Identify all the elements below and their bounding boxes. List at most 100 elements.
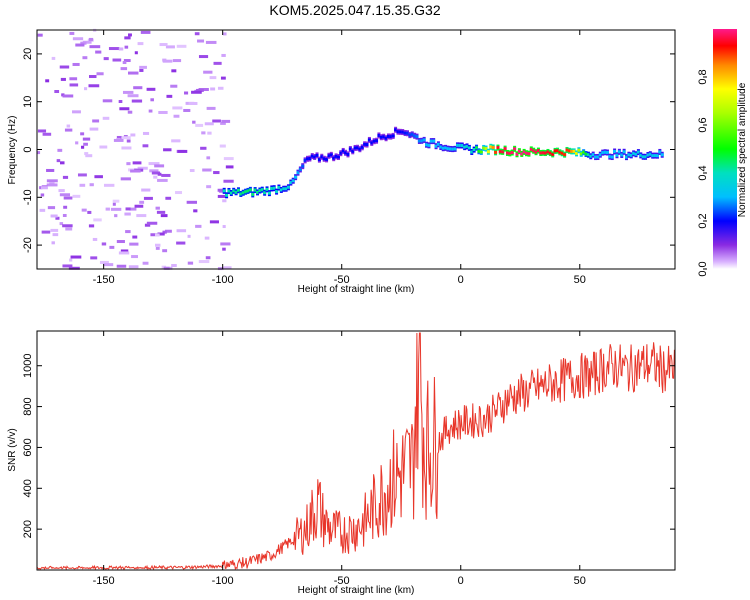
noise-cell <box>217 194 227 198</box>
noise-cell <box>164 229 172 233</box>
ridge-cell <box>341 149 345 153</box>
noise-cell <box>142 261 149 265</box>
snr-y-label: SNR (v/v) <box>7 428 18 471</box>
noise-cell <box>202 168 212 172</box>
noise-cell <box>155 243 161 247</box>
ridge-cell <box>508 151 512 155</box>
ridge-cell <box>294 175 298 179</box>
ridge-cell <box>363 142 367 146</box>
ridge-cell <box>575 151 579 155</box>
noise-cell <box>99 260 109 264</box>
noise-cell <box>90 256 98 260</box>
ridge-cell <box>544 151 548 155</box>
ridge-cell <box>282 187 286 191</box>
noise-cell <box>139 68 144 72</box>
noise-cell <box>128 71 139 75</box>
ridge-cell <box>460 144 464 148</box>
ridge-cell <box>532 149 536 153</box>
noise-cell <box>127 94 139 98</box>
ridge-cell <box>367 138 371 142</box>
ridge-cell <box>451 147 455 151</box>
noise-cell <box>39 208 46 212</box>
ridge-cell <box>570 149 574 153</box>
noise-cell <box>58 189 65 193</box>
ridge-cell <box>329 153 333 157</box>
noise-cell <box>52 233 59 237</box>
noise-cell <box>219 144 226 148</box>
noise-cell <box>59 193 71 197</box>
ridge-cell <box>484 147 488 151</box>
ridge-cell <box>470 150 474 154</box>
noise-cell <box>222 199 227 203</box>
noise-cell <box>72 62 80 66</box>
noise-cell <box>176 241 186 245</box>
noise-cell <box>176 44 187 48</box>
ridge-cell <box>375 139 379 143</box>
noise-cell <box>157 172 162 176</box>
noise-cell <box>206 156 211 160</box>
ridge-cell <box>391 134 395 138</box>
noise-cell <box>186 200 198 204</box>
ridge-cell <box>258 189 262 193</box>
ridge-cell <box>655 154 659 158</box>
ridge-cell <box>279 188 283 192</box>
ridge-cell <box>394 128 398 132</box>
noise-cell <box>89 183 94 187</box>
noise-cell <box>126 139 131 143</box>
noise-cell <box>217 188 226 192</box>
ridge-cell <box>477 149 481 153</box>
ridge-cell <box>660 153 664 157</box>
noise-cell <box>116 240 125 244</box>
noise-cell <box>62 224 73 228</box>
noise-cell <box>79 183 86 187</box>
noise-cell <box>172 59 182 63</box>
noise-cell <box>205 256 211 260</box>
x-tick-label: -50 <box>334 274 350 286</box>
noise-cell <box>134 204 144 208</box>
ridge-cell <box>589 154 593 158</box>
noise-cell <box>221 119 231 123</box>
ridge-cell <box>225 193 229 197</box>
noise-cell <box>162 59 173 63</box>
ridge-cell <box>251 192 255 196</box>
noise-cell <box>120 67 128 71</box>
ridge-cell <box>401 130 405 134</box>
ridge-cell <box>344 151 348 155</box>
ridge-cell <box>403 131 407 135</box>
noise-cell <box>187 261 194 265</box>
noise-cell <box>84 87 88 91</box>
noise-cell <box>170 84 178 88</box>
x-tick-label: -100 <box>212 575 234 587</box>
noise-cell <box>118 99 123 103</box>
ridge-cell <box>441 146 445 150</box>
ridge-cell <box>332 156 336 160</box>
noise-cell <box>143 196 153 200</box>
noise-cell <box>42 132 52 136</box>
noise-cell <box>204 122 214 126</box>
ridge-cell <box>372 139 376 143</box>
noise-cell <box>62 175 69 179</box>
noise-cell <box>116 135 123 139</box>
noise-cell <box>77 173 87 177</box>
ridge-cell <box>582 150 586 154</box>
noise-cell <box>122 61 127 65</box>
ridge-cell <box>491 145 495 149</box>
ridge-cell <box>427 143 431 147</box>
ridge-cell <box>539 151 543 155</box>
ridge-cell <box>370 141 374 145</box>
ridge-cell <box>448 147 452 151</box>
ridge-cell <box>555 149 559 153</box>
noise-cell <box>205 40 217 44</box>
ridge-cell <box>453 147 457 151</box>
ridge-cell <box>610 155 614 159</box>
ridge-cell <box>408 133 412 137</box>
ridge-cell <box>613 149 617 153</box>
colorbar-tick-label: 0.4 <box>697 165 709 180</box>
snr-x-label: Height of straight line (km) <box>298 585 415 596</box>
ridge-cell <box>298 167 302 171</box>
noise-cell <box>64 128 73 132</box>
noise-cell <box>207 131 212 135</box>
noise-cell <box>134 51 138 55</box>
ridge-cell <box>551 152 555 156</box>
ridge-cell <box>520 152 524 156</box>
